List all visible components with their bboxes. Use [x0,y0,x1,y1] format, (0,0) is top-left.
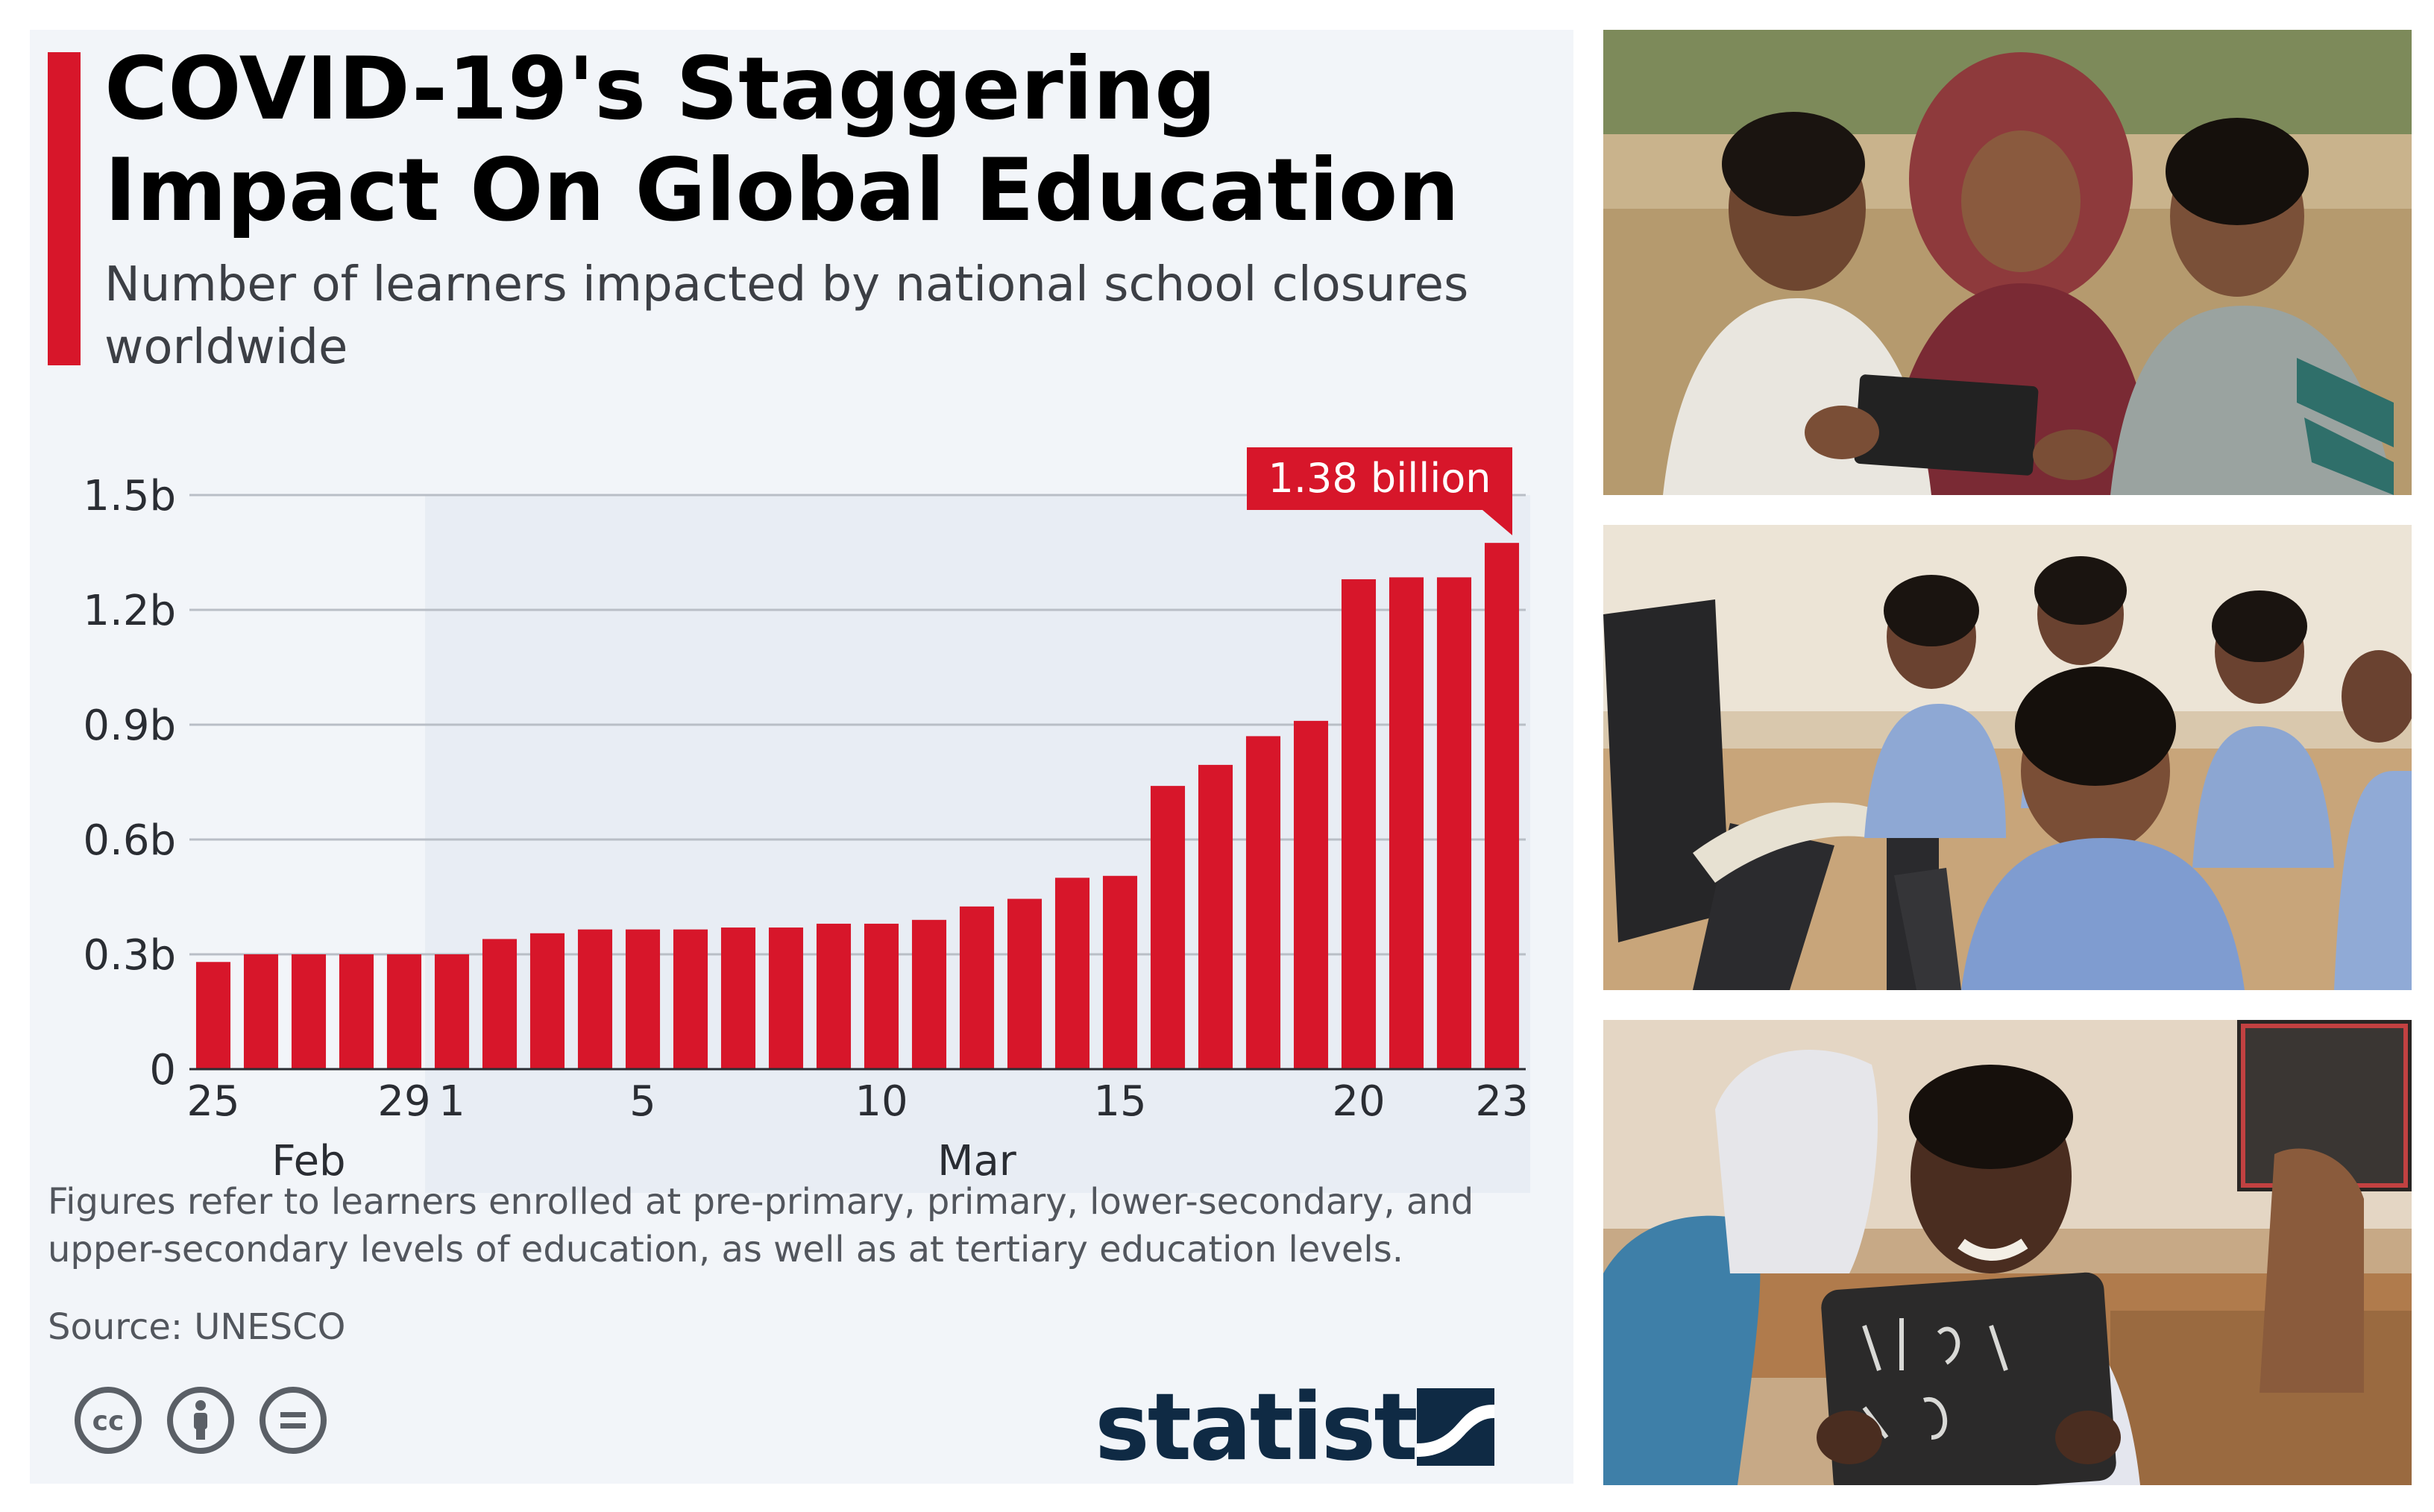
bar [1007,898,1043,1069]
bar [577,929,613,1069]
smiling-girl-with-slate-photo [1603,1020,2412,1485]
bar [911,919,947,1069]
bar [1245,736,1281,1069]
statista-wordmark[interactable]: statista [1095,1374,1478,1481]
bar [768,927,804,1069]
callout-label: 1.38 billion [1268,455,1491,502]
title-accent-bar [48,52,81,365]
bar [243,954,279,1069]
y-tick-label: 0.6b [83,816,176,865]
month-label: Feb [271,1137,345,1185]
x-tick-label: 15 [1093,1077,1146,1126]
y-tick-label: 1.2b [83,587,176,635]
bar [1150,786,1186,1069]
x-tick-label: 1 [438,1077,465,1126]
callout-pointer [1482,510,1512,535]
bar [482,939,518,1069]
bar [816,923,852,1069]
bar [434,954,470,1069]
y-tick-label: 0.9b [83,702,176,750]
y-tick-label: 0.3b [83,931,176,980]
svg-text:cc: cc [92,1406,125,1437]
woman-and-children-with-tablet-photo [1603,30,2412,495]
statista-logo-icon [1417,1388,1494,1466]
chart-subtitle: Number of learners impacted by national … [104,257,1469,375]
no-derivatives-icon[interactable] [260,1387,327,1454]
bar [386,954,422,1069]
bar [1436,577,1472,1069]
chart-title: COVID-19's Staggering Impact On Global E… [104,39,1460,241]
bar [720,927,756,1069]
month-label: Mar [937,1137,1017,1185]
y-tick-label: 0 [149,1046,176,1094]
cc-icon[interactable]: cc [75,1387,142,1454]
callout-box [1247,447,1512,510]
bar [673,929,708,1069]
chart-footnote: Figures refer to learners enrolled at pr… [48,1181,1474,1270]
bar [1293,720,1329,1069]
x-tick-label: 29 [377,1077,430,1126]
bar [291,954,327,1069]
y-tick-label: 1.5b [83,472,176,520]
bar [1484,543,1520,1069]
bar [864,923,899,1069]
x-tick-label: 10 [855,1077,908,1126]
bar [1054,878,1090,1069]
x-tick-label: 20 [1332,1077,1385,1126]
x-tick-label: 23 [1475,1077,1528,1126]
x-tick-label: 5 [629,1077,656,1126]
bar [339,954,374,1069]
bar [195,962,231,1069]
students-at-computer-photo [1603,525,2412,990]
chart-source: Source: UNESCO [48,1306,346,1348]
bar [529,933,565,1069]
bar [1341,579,1377,1069]
bar [625,929,661,1069]
x-tick-label: 25 [186,1077,239,1126]
bar [1198,764,1233,1069]
attribution-icon[interactable] [167,1387,234,1454]
bar [1389,577,1424,1069]
bar [959,906,995,1069]
bar [1102,875,1138,1069]
